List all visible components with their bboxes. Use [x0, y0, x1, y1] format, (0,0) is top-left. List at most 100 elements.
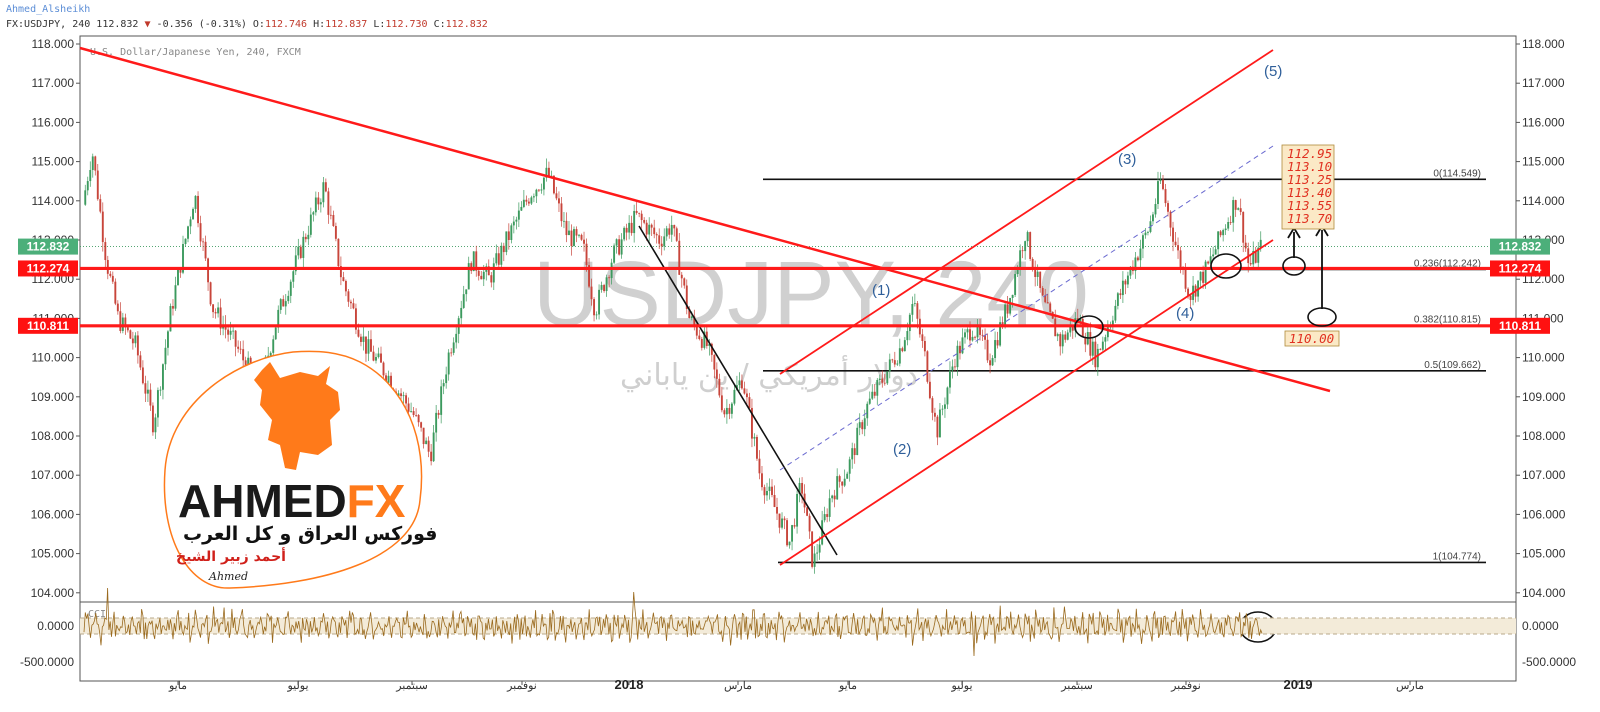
candle [1214, 249, 1217, 255]
target-down-value: 110.00 [1289, 331, 1334, 346]
candle [545, 167, 548, 178]
candle [971, 336, 974, 341]
candle [964, 332, 966, 338]
candle [402, 395, 405, 397]
candle [284, 301, 287, 307]
logo-signature: Ahmed [208, 570, 248, 583]
candle [91, 156, 94, 171]
candle [197, 195, 199, 224]
candle [477, 270, 480, 276]
candle [432, 432, 435, 462]
candle [921, 334, 924, 342]
x-tick-label: نوفمبر [506, 680, 537, 692]
circle-marker [1210, 253, 1242, 279]
candle [124, 317, 127, 328]
candle [282, 299, 285, 307]
wave-label: (1) [872, 282, 890, 299]
candle [111, 275, 114, 282]
candle [212, 304, 215, 313]
level-tag-left [18, 260, 78, 277]
candle [818, 544, 821, 553]
candle [309, 214, 312, 235]
current-price-tag-text: 112.832 [1499, 240, 1542, 254]
candle [793, 525, 796, 527]
candle [267, 355, 270, 357]
candle [480, 275, 483, 280]
candle [563, 220, 565, 222]
candle [1044, 295, 1047, 303]
target-value: 113.40 [1287, 185, 1332, 200]
y-tick-label: 115.000 [32, 155, 75, 169]
candle [913, 303, 916, 305]
price-series [84, 153, 1262, 574]
candle [605, 277, 608, 292]
candle [690, 316, 693, 318]
candle [151, 405, 154, 433]
candle [756, 436, 758, 459]
candle [1134, 257, 1137, 272]
candle [1014, 274, 1017, 295]
candle [1026, 232, 1029, 242]
ahmedfx-logo[interactable]: AHMEDFX فوركس العراق و كل العرب أحمد زبي… [163, 350, 437, 589]
candle [668, 228, 671, 235]
ohlc-legend: FX:USDJPY, 240 112.832 ▼ -0.356 (-0.31%)… [6, 19, 488, 30]
author-name[interactable]: Ahmed_Alsheikh [6, 4, 91, 15]
candle [1036, 271, 1039, 277]
candle [851, 448, 854, 460]
candle [956, 345, 959, 368]
candle [1056, 334, 1059, 337]
candle [1229, 222, 1232, 223]
candle [1224, 228, 1227, 231]
wave-label: (4) [1176, 305, 1194, 322]
candle [360, 336, 362, 342]
candle [966, 329, 969, 333]
candle [836, 476, 839, 500]
candle [748, 397, 751, 408]
x-tick-label: مايو [838, 680, 857, 692]
candle [1041, 288, 1044, 296]
candle [269, 352, 272, 356]
x-tick-label: يوليو [286, 680, 308, 692]
candle [542, 177, 545, 190]
candle [177, 269, 179, 286]
candle [234, 330, 237, 347]
candle [507, 231, 510, 240]
candle [332, 215, 335, 226]
candle [570, 230, 573, 246]
candle [658, 235, 661, 244]
candle [938, 409, 941, 438]
candle [289, 281, 292, 296]
candle [189, 219, 192, 227]
candle [397, 393, 400, 397]
candle [1069, 325, 1072, 333]
candle [823, 514, 826, 521]
candle [482, 271, 485, 280]
candle [861, 422, 864, 430]
candle [1121, 280, 1124, 296]
candle [179, 269, 182, 273]
candle [555, 193, 558, 199]
candle [427, 440, 430, 452]
candle [1217, 231, 1220, 250]
candle [425, 440, 428, 445]
channel-lower-line [779, 239, 1274, 566]
candle [791, 525, 794, 542]
candle [981, 334, 984, 336]
candle [588, 265, 590, 287]
candle [465, 289, 468, 295]
y-tick-label: 105.000 [31, 547, 75, 561]
candle [863, 418, 866, 430]
candle [1111, 320, 1114, 325]
candle [149, 389, 152, 406]
open-label: O: [252, 19, 265, 30]
y-tick-label: 114.000 [32, 194, 75, 208]
candle [327, 191, 330, 215]
candle [750, 407, 753, 439]
candle [136, 335, 139, 356]
candle [600, 285, 603, 290]
candle [1244, 242, 1247, 249]
candle [703, 331, 706, 348]
candle [334, 225, 337, 239]
candle [623, 227, 626, 240]
